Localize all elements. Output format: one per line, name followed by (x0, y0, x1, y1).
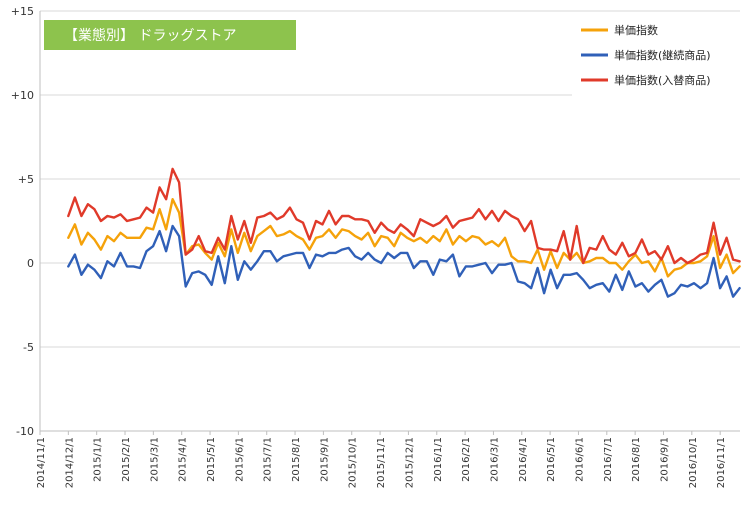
legend-label-1: 単価指数(継続商品) (614, 48, 711, 62)
x-axis-ticks: 2014/11/1 2014/12/1 2015/1/1 2015/2/1 2015/3… (36, 431, 727, 488)
y-tick-label-2: +5 (18, 173, 34, 186)
y-tick-label-1: +10 (11, 89, 34, 102)
x-tick-label-13: 2015/12/1 (404, 437, 415, 488)
x-tick-label-19: 2016/6/1 (574, 437, 585, 482)
series-line-0 (67, 197, 741, 278)
chart-title-box: 【業態別】 ドラッグストア (44, 20, 296, 50)
x-tick-label-11: 2015/10/1 (348, 437, 359, 488)
x-tick-label-17: 2016/4/1 (518, 437, 529, 482)
series-group (67, 167, 741, 298)
x-tick-label-22: 2016/9/1 (659, 437, 670, 482)
x-tick-label-12: 2015/11/1 (376, 437, 387, 488)
x-tick-label-21: 2016/8/1 (631, 437, 642, 482)
x-tick-label-10: 2015/9/1 (319, 437, 330, 482)
title-background (44, 20, 296, 50)
y-tick-label-0: +15 (11, 5, 34, 18)
series-line-2 (67, 167, 741, 265)
x-tick-label-0: 2014/11/1 (36, 437, 47, 488)
x-tick-label-16: 2016/3/1 (489, 437, 500, 482)
x-tick-label-6: 2015/5/1 (206, 437, 217, 482)
x-tick-label-5: 2015/4/1 (178, 437, 189, 482)
y-axis-ticks: +15 +10 +5 0 -5 -10 (11, 5, 34, 438)
x-tick-label-24: 2016/11/1 (716, 437, 727, 488)
x-tick-label-18: 2016/5/1 (546, 437, 557, 482)
x-tick-label-1: 2014/12/1 (64, 437, 75, 488)
x-tick-label-4: 2015/3/1 (149, 437, 160, 482)
x-tick-label-20: 2016/7/1 (603, 437, 614, 482)
series-line-1 (67, 224, 741, 298)
legend: 単価指数 単価指数(継続商品) 単価指数(入替商品) (572, 14, 742, 98)
legend-label-2: 単価指数(入替商品) (614, 73, 711, 87)
x-tick-label-14: 2016/1/1 (433, 437, 444, 482)
x-tick-label-15: 2016/2/1 (461, 437, 472, 482)
x-tick-label-8: 2015/7/1 (263, 437, 274, 482)
x-tick-label-9: 2015/8/1 (291, 437, 302, 482)
y-tick-label-4: -5 (23, 341, 34, 354)
x-tick-label-3: 2015/2/1 (121, 437, 132, 482)
chart-title: 【業態別】 ドラッグストア (64, 28, 236, 44)
grid-lines (39, 10, 740, 432)
x-tick-label-7: 2015/6/1 (234, 437, 245, 482)
x-tick-label-2: 2015/1/1 (93, 437, 104, 482)
y-tick-label-5: -10 (16, 425, 34, 438)
x-tick-label-23: 2016/10/1 (688, 437, 699, 488)
legend-label-0: 単価指数 (614, 23, 658, 37)
y-tick-label-3: 0 (27, 257, 34, 270)
